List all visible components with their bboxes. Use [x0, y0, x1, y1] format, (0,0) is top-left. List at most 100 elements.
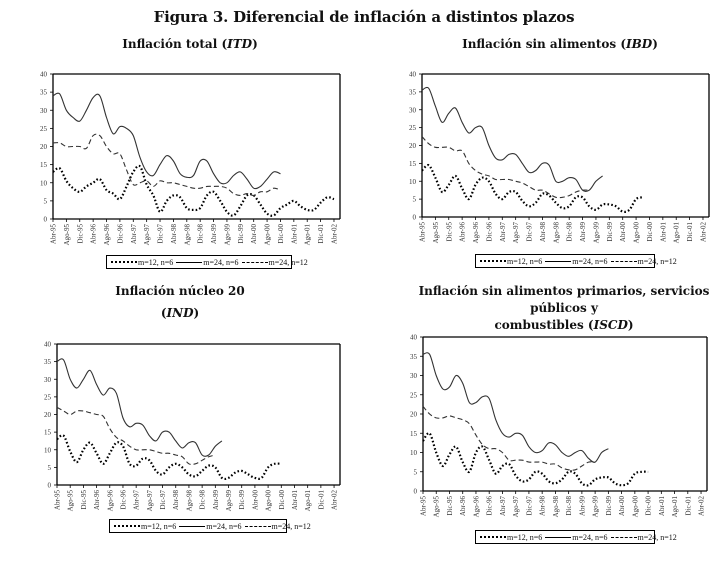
chart-iscd: 0 5 10 15 20 25 30 35 40 Abr-95 Ago-95 Dic-95 Abr-96…: [410, 334, 708, 518]
x-tick-label: Ago-01: [304, 490, 312, 512]
x-tick-label: Abr-97: [133, 490, 141, 511]
chart-ibd: 0 5 10 15 20 25 30 35 40 Abr-95 Ago-95 Dic-95 Abr-96…: [409, 71, 710, 244]
x-tick-label: Dic-98: [565, 496, 573, 516]
y-tick-label: 25: [44, 393, 52, 401]
series-line-m-24-n-6: [421, 86, 603, 192]
x-tick-label: Abr-00: [251, 490, 259, 511]
x-tick-label: Abr-98: [172, 490, 180, 511]
x-tick-label: Dic-95: [76, 224, 84, 244]
y-tick-label: 35: [40, 89, 48, 97]
x-tick-label: Ago-00: [265, 490, 273, 512]
legend-label: m=24, n=6: [572, 532, 608, 542]
y-tick-label: 30: [44, 376, 52, 384]
legend-item: m=24, n=6: [176, 258, 239, 267]
legend-itd: m=12, n=6 m=24, n=6 m=24, n=12: [106, 255, 308, 269]
legend-label: m=24, n=6: [572, 256, 608, 266]
series-line-m-24-n-12: [52, 133, 281, 196]
y-tick-label: 20: [410, 411, 418, 419]
panel-title-itd: Inflación total (ITD): [40, 36, 340, 53]
x-tick-label: Dic-00: [646, 222, 654, 242]
x-tick-label: Abr-02: [698, 496, 706, 517]
x-tick-label: Abr-01: [658, 496, 666, 517]
series-line-m-12-n-6: [421, 163, 644, 213]
legend-item: m=24, n=6: [545, 256, 608, 266]
panel-title-abbrev: IND: [166, 306, 194, 320]
dashed-line-swatch: [610, 536, 637, 538]
panel-title-text: Inflación núcleo 20: [115, 284, 245, 298]
panel-title-abbrev: ITD: [227, 37, 253, 51]
dashed-line-swatch: [244, 525, 271, 527]
solid-line-swatch: [179, 525, 206, 527]
x-tick-label: Ago-99: [223, 224, 231, 246]
x-tick-label: Dic-98: [199, 490, 207, 510]
dotted-line-swatch: [480, 536, 506, 538]
y-tick-label: 40: [409, 71, 417, 79]
x-tick-label: Dic-97: [157, 224, 165, 244]
y-tick-label: 15: [40, 161, 48, 169]
x-tick-label: Abr-98: [539, 222, 547, 243]
panel-title-end: ): [627, 318, 634, 332]
x-tick-label: Abr-99: [578, 496, 586, 517]
legend-item: m=12, n=6: [114, 522, 176, 531]
x-tick-label: Abr-00: [618, 496, 626, 517]
x-tick-label: Ago-98: [552, 496, 560, 518]
x-tick-label: Dic-96: [119, 490, 127, 510]
x-tick-label: Dic-00: [277, 224, 285, 244]
x-tick-label: Abr-99: [579, 222, 587, 243]
x-tick-label: Ago-96: [472, 496, 480, 518]
x-tick-label: Dic-99: [606, 222, 614, 242]
y-tick-label: 30: [409, 106, 417, 114]
panel-title-text: Inflación sin alimentos (: [462, 37, 627, 51]
figure-title: Figura 3. Diferencial de inflación a dis…: [153, 8, 575, 26]
y-tick-label: 25: [40, 125, 48, 133]
x-tick-label: Abr-01: [290, 224, 298, 245]
x-tick-label: Ago-01: [671, 496, 679, 518]
y-tick-label: 0: [48, 482, 52, 490]
series-line-m-12-n-6: [52, 164, 335, 217]
x-tick-label: Ago-97: [143, 224, 151, 246]
dashed-line-swatch: [241, 261, 268, 263]
panel-title-abbrev: IBD: [626, 37, 653, 51]
y-tick-label: 20: [40, 143, 48, 151]
x-tick-label: Abr-96: [459, 496, 467, 517]
legend-item: m=12, n=6: [480, 533, 542, 542]
x-tick-label: Abr-00: [250, 224, 258, 245]
x-tick-label: Dic-97: [525, 496, 533, 516]
x-tick-label: Dic-01: [686, 222, 694, 242]
dotted-line-swatch: [480, 260, 506, 262]
y-tick-label: 15: [409, 160, 417, 168]
y-tick-label: 35: [409, 88, 417, 96]
x-tick-label: Abr-02: [699, 222, 707, 243]
x-tick-label: Abr-97: [499, 222, 507, 243]
legend-item: m=12, n=6: [111, 258, 173, 267]
panel-title-ind: Inflación núcleo 20 (IND): [30, 283, 330, 322]
dashed-line-swatch: [610, 260, 637, 262]
series-line-m-24-n-12: [422, 405, 596, 471]
x-tick-label: Dic-01: [684, 496, 692, 516]
y-tick-label: 10: [410, 449, 418, 457]
x-tick-label: Dic-96: [116, 224, 124, 244]
legend-label: m=24, n=6: [206, 521, 242, 531]
legend-label: m=24, n=12: [271, 521, 311, 531]
x-tick-label: Dic-96: [486, 496, 494, 516]
x-tick-label: Dic-98: [197, 224, 205, 244]
y-tick-label: 25: [410, 391, 418, 399]
legend-label: m=24, n=12: [637, 532, 677, 542]
series-line-m-24-n-12: [56, 406, 216, 466]
x-tick-label: Ago-95: [67, 490, 75, 512]
y-tick-label: 10: [409, 178, 417, 186]
legend-ind: m=12, n=6 m=24, n=6 m=24, n=12: [109, 519, 311, 533]
panel-title-open: combustibles (: [494, 318, 594, 332]
chart-ind: 0 5 10 15 20 25 30 35 40 Abr-95 Ago-95 Dic-95 Abr-96…: [44, 341, 341, 512]
y-tick-label: 5: [414, 468, 418, 476]
x-tick-label: Dic-98: [566, 222, 574, 242]
y-tick-label: 5: [44, 197, 48, 205]
x-tick-label: Ago-95: [63, 224, 71, 246]
legend-label: m=12, n=6: [507, 532, 543, 542]
y-tick-label: 10: [44, 446, 52, 454]
x-tick-label: Ago-00: [633, 222, 641, 244]
legend-label: m=24, n=12: [268, 257, 308, 267]
x-tick-label: Ago-98: [183, 224, 191, 246]
legend-label: m=12, n=6: [507, 256, 543, 266]
x-tick-label: Dic-95: [80, 490, 88, 510]
